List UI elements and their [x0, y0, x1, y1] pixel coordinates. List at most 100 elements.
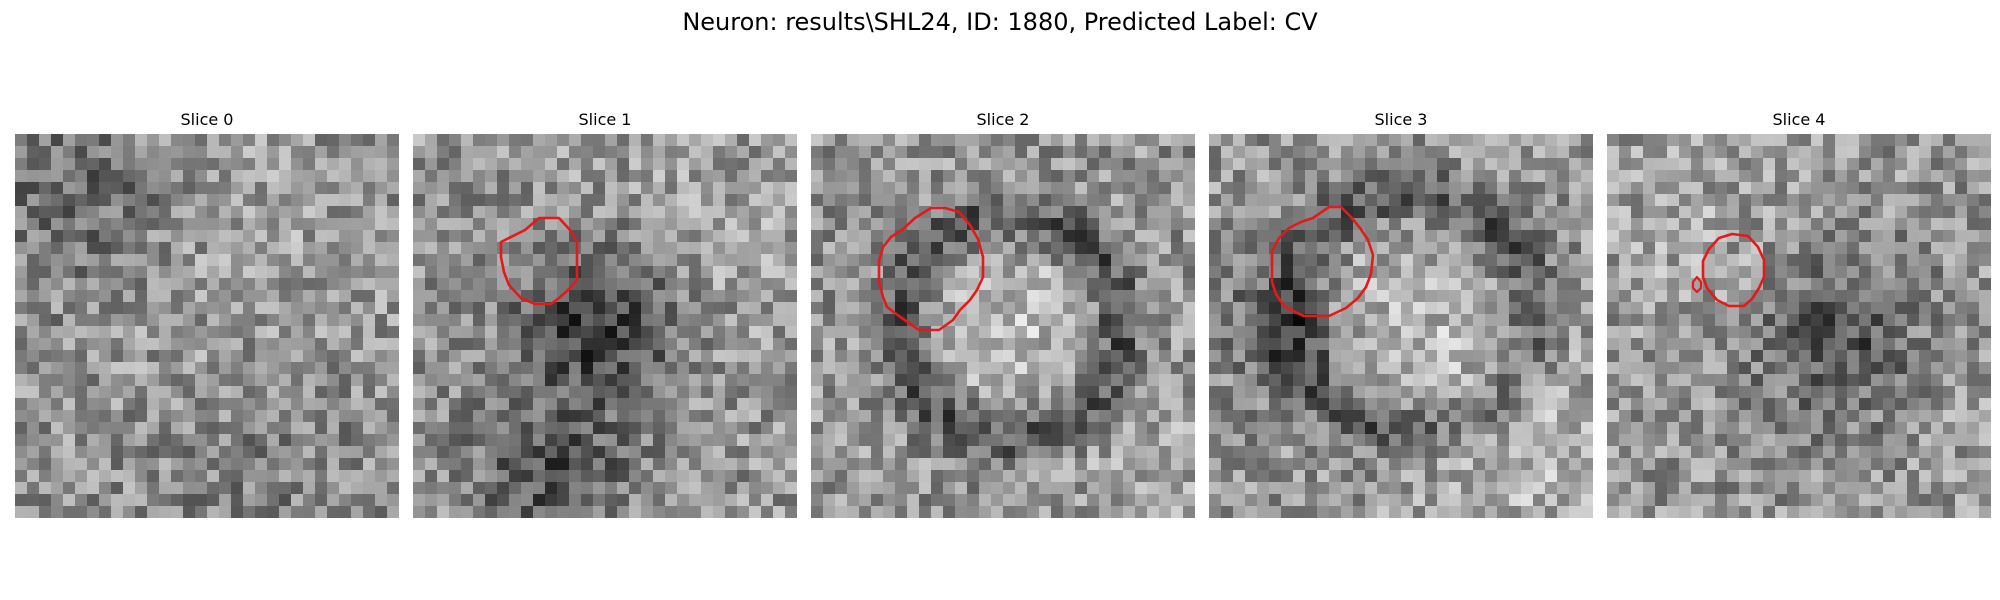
pixel — [617, 338, 629, 350]
pixel — [387, 170, 399, 182]
pixel — [1727, 386, 1739, 398]
pixel — [943, 434, 955, 446]
pixel — [1655, 386, 1667, 398]
pixel — [1221, 290, 1233, 302]
pixel — [147, 398, 159, 410]
pixel — [991, 470, 1003, 482]
pixel — [1221, 230, 1233, 242]
pixel — [1751, 302, 1763, 314]
pixel — [859, 434, 871, 446]
pixel — [883, 410, 895, 422]
pixel — [943, 506, 955, 518]
pixel — [1425, 158, 1437, 170]
pixel — [63, 206, 75, 218]
pixel — [641, 398, 653, 410]
pixel — [1221, 194, 1233, 206]
pixel — [1485, 350, 1497, 362]
pixel — [327, 398, 339, 410]
pixel — [895, 482, 907, 494]
pixel — [581, 410, 593, 422]
pixel — [39, 374, 51, 386]
pixel — [1183, 182, 1195, 194]
pixel — [27, 254, 39, 266]
pixel — [15, 470, 27, 482]
pixel — [75, 470, 87, 482]
pixel — [1425, 422, 1437, 434]
pixel — [1111, 326, 1123, 338]
pixel — [1063, 182, 1075, 194]
pixel — [1835, 194, 1847, 206]
pixel — [1655, 254, 1667, 266]
pixel — [473, 206, 485, 218]
pixel — [473, 446, 485, 458]
pixel — [1221, 326, 1233, 338]
pixel — [1159, 482, 1171, 494]
pixel — [1979, 326, 1991, 338]
pixel — [545, 398, 557, 410]
pixel — [955, 386, 967, 398]
pixel — [761, 482, 773, 494]
pixel — [339, 314, 351, 326]
pixel — [665, 410, 677, 422]
pixel — [761, 278, 773, 290]
pixel — [641, 362, 653, 374]
pixel — [1727, 194, 1739, 206]
pixel — [255, 470, 267, 482]
pixel — [1147, 494, 1159, 506]
pixel — [1449, 398, 1461, 410]
pixel — [943, 170, 955, 182]
pixel — [1257, 194, 1269, 206]
pixel — [183, 146, 195, 158]
pixel — [1521, 206, 1533, 218]
pixel — [1931, 266, 1943, 278]
pixel — [291, 206, 303, 218]
pixel — [195, 146, 207, 158]
pixel — [473, 170, 485, 182]
pixel — [99, 458, 111, 470]
pixel — [291, 170, 303, 182]
pixel — [979, 386, 991, 398]
pixel — [1775, 134, 1787, 146]
pixel — [27, 290, 39, 302]
pixel — [1823, 386, 1835, 398]
pixel — [533, 314, 545, 326]
pixel — [1425, 398, 1437, 410]
pixel — [449, 506, 461, 518]
pixel — [255, 242, 267, 254]
pixel — [473, 146, 485, 158]
pixel — [1087, 278, 1099, 290]
pixel — [485, 266, 497, 278]
pixel — [1341, 326, 1353, 338]
pixel — [689, 194, 701, 206]
pixel — [39, 266, 51, 278]
pixel — [593, 458, 605, 470]
pixel — [1799, 158, 1811, 170]
pixel — [461, 362, 473, 374]
pixel — [1209, 290, 1221, 302]
pixel — [1581, 146, 1593, 158]
pixel — [1799, 242, 1811, 254]
pixel — [461, 194, 473, 206]
pixel — [1245, 218, 1257, 230]
pixel — [425, 362, 437, 374]
pixel — [339, 422, 351, 434]
pixel — [413, 434, 425, 446]
pixel — [955, 422, 967, 434]
pixel — [1979, 302, 1991, 314]
pixel — [665, 362, 677, 374]
pixel — [1159, 422, 1171, 434]
pixel — [1955, 338, 1967, 350]
pixel — [159, 398, 171, 410]
pixel — [761, 134, 773, 146]
pixel — [255, 182, 267, 194]
pixel — [1643, 386, 1655, 398]
pixel — [1257, 434, 1269, 446]
pixel — [761, 254, 773, 266]
pixel — [1377, 230, 1389, 242]
pixel — [207, 326, 219, 338]
pixel — [847, 494, 859, 506]
pixel — [1485, 158, 1497, 170]
pixel — [1257, 410, 1269, 422]
pixel — [895, 422, 907, 434]
pixel — [883, 278, 895, 290]
